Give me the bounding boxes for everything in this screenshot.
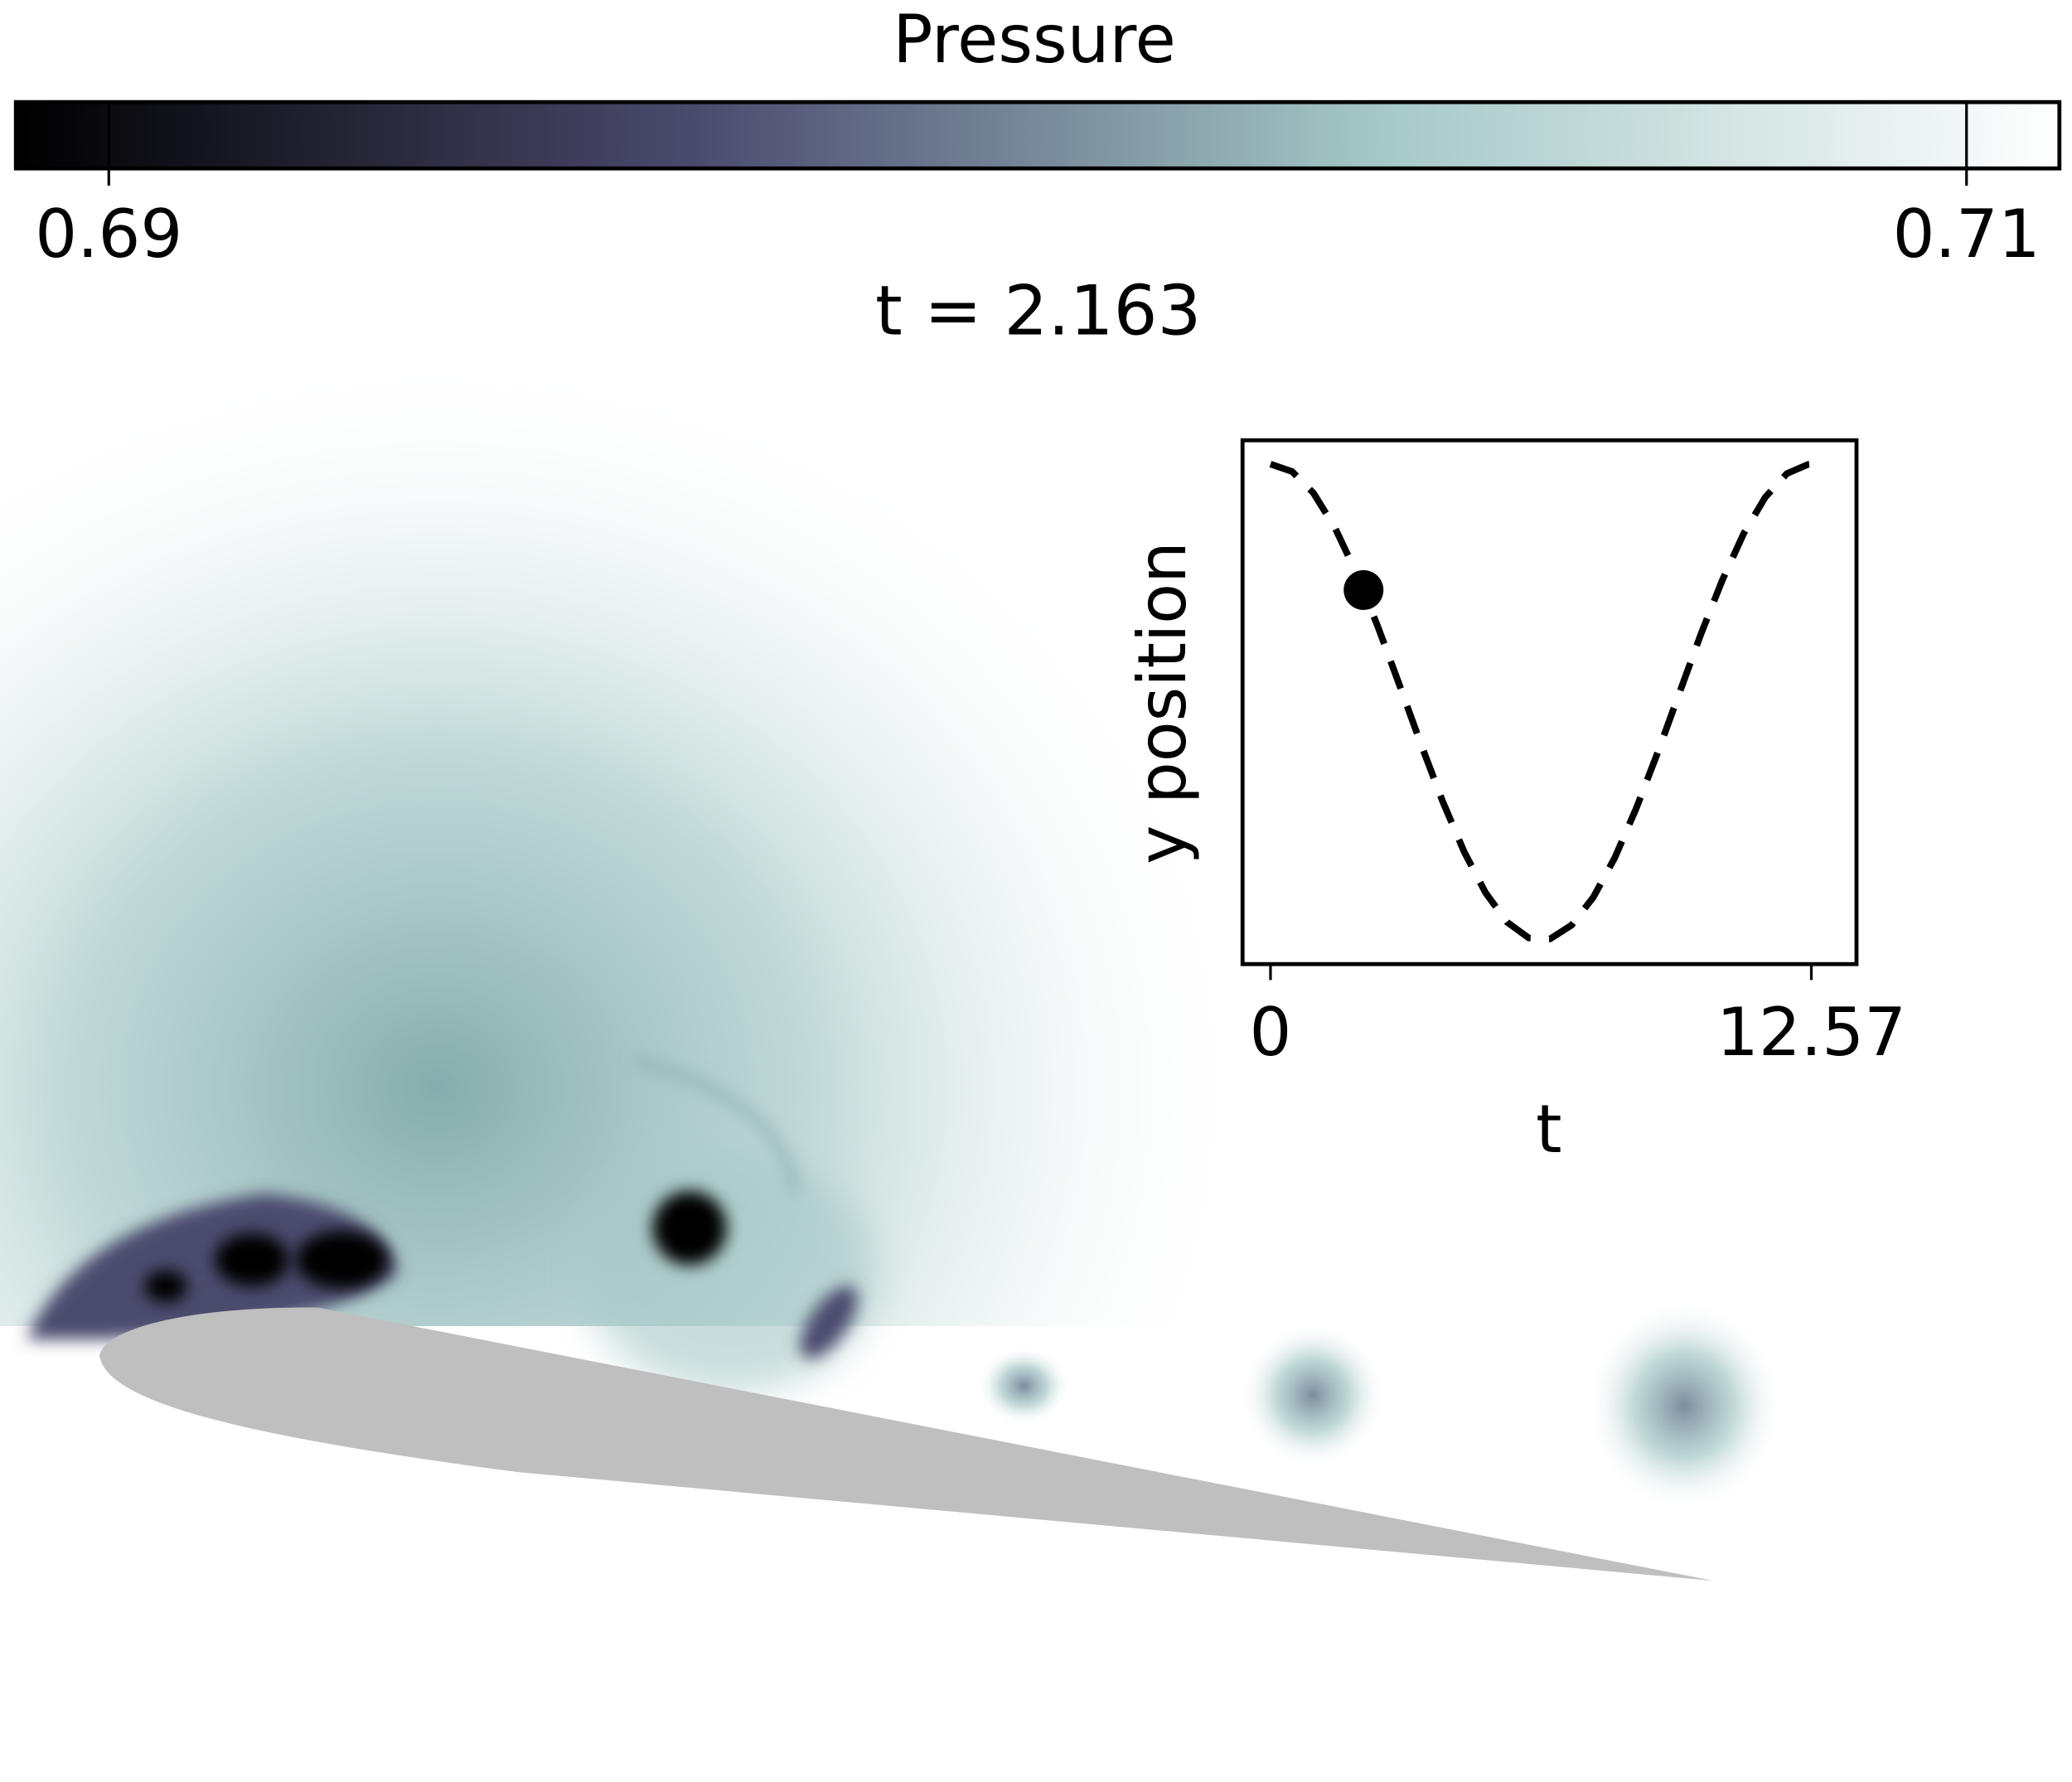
plot-title: t = 2.163	[875, 271, 1201, 351]
vortex-core	[215, 1233, 289, 1286]
y-axis-label: y position	[1124, 541, 1201, 864]
vortex-core	[27, 1194, 398, 1339]
vortex-core	[652, 1190, 727, 1266]
colorbar-label: Pressure	[893, 1, 1176, 78]
x-tick-label: 0	[1249, 994, 1291, 1071]
colorbar-tick-label: 0.71	[1893, 196, 2041, 273]
vortex-core	[144, 1270, 187, 1303]
x-tick-label: 12.57	[1716, 994, 1906, 1071]
vortex-core	[295, 1230, 389, 1290]
wake-vortex	[977, 1346, 1071, 1426]
wake-vortex	[1585, 1300, 1784, 1512]
colorbar-tick-label: 0.69	[35, 196, 182, 273]
vortex-arm	[635, 1057, 800, 1194]
colorbar	[13, 99, 2062, 171]
vortex-core	[800, 1286, 858, 1359]
vortex-halo	[583, 1154, 875, 1392]
x-axis-label: t	[1536, 1091, 1561, 1168]
airfoil	[99, 1307, 1714, 1581]
current-position	[1343, 569, 1384, 610]
inset-frame	[1240, 438, 1859, 966]
wake-vortex	[1240, 1322, 1386, 1469]
pressure-field	[0, 345, 2072, 1782]
